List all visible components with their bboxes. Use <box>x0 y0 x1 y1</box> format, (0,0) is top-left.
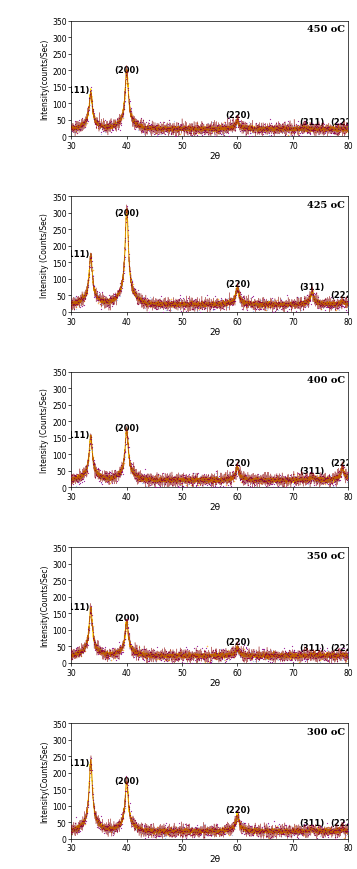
Text: 400 oC: 400 oC <box>307 376 345 385</box>
Y-axis label: Intensity (Counts/Sec): Intensity (Counts/Sec) <box>40 388 49 473</box>
Y-axis label: Intensity(Counts/Sec): Intensity(Counts/Sec) <box>40 564 49 647</box>
Text: (111): (111) <box>64 430 90 439</box>
Text: 300 oC: 300 oC <box>307 726 345 736</box>
Text: (200): (200) <box>114 66 139 75</box>
Text: (311): (311) <box>300 118 325 127</box>
Text: (220): (220) <box>225 280 250 289</box>
Text: (311): (311) <box>300 467 325 475</box>
Text: (222): (222) <box>330 643 355 653</box>
Text: (200): (200) <box>114 423 139 433</box>
Text: (311): (311) <box>300 643 325 653</box>
Text: (222): (222) <box>330 458 355 467</box>
Text: (200): (200) <box>114 614 139 623</box>
Text: (111): (111) <box>64 86 90 95</box>
Text: (111): (111) <box>64 758 90 766</box>
X-axis label: 2θ: 2θ <box>210 328 221 336</box>
X-axis label: 2θ: 2θ <box>210 853 221 863</box>
Text: (220): (220) <box>225 638 250 647</box>
Y-axis label: Intensity(Counts/Sec): Intensity(Counts/Sec) <box>40 740 49 822</box>
X-axis label: 2θ: 2θ <box>210 152 221 161</box>
Text: (222): (222) <box>330 818 355 826</box>
Text: (200): (200) <box>114 776 139 785</box>
Text: (200): (200) <box>114 209 139 217</box>
Text: (220): (220) <box>225 458 250 467</box>
Text: (111): (111) <box>64 602 90 611</box>
Text: (222): (222) <box>330 291 355 300</box>
Text: (311): (311) <box>300 282 325 292</box>
Text: 450 oC: 450 oC <box>307 25 345 34</box>
Text: (311): (311) <box>300 818 325 826</box>
Y-axis label: Intensity(counts/Sec): Intensity(counts/Sec) <box>40 39 49 120</box>
Text: (222): (222) <box>330 118 355 127</box>
Text: 425 oC: 425 oC <box>307 201 345 209</box>
X-axis label: 2θ: 2θ <box>210 503 221 512</box>
Text: 350 oC: 350 oC <box>307 551 345 561</box>
Text: (220): (220) <box>225 806 250 814</box>
X-axis label: 2θ: 2θ <box>210 678 221 687</box>
Text: (220): (220) <box>225 110 250 120</box>
Text: (111): (111) <box>64 249 90 259</box>
Y-axis label: Intensity (Counts/Sec): Intensity (Counts/Sec) <box>40 212 49 297</box>
